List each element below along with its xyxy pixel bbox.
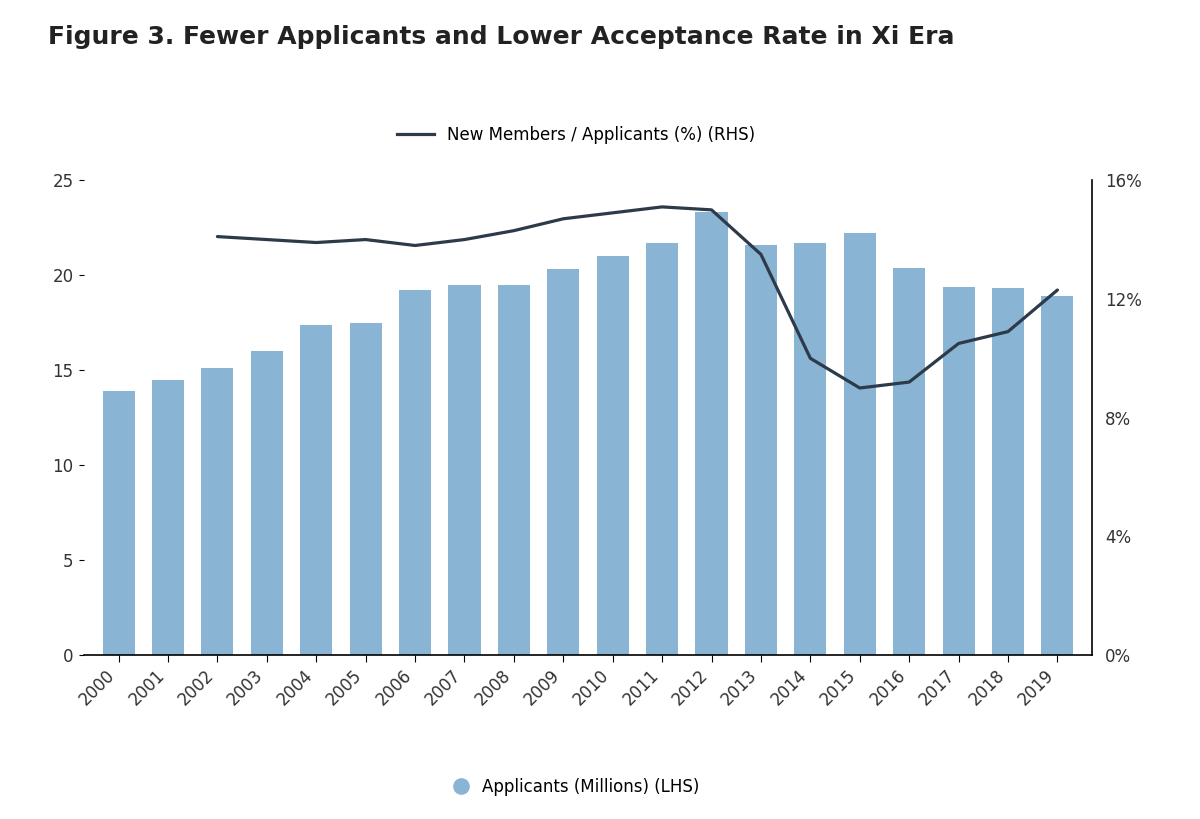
Text: Figure 3. Fewer Applicants and Lower Acceptance Rate in Xi Era: Figure 3. Fewer Applicants and Lower Acc… — [48, 25, 954, 48]
Bar — [102, 391, 134, 655]
Bar — [844, 233, 876, 655]
Bar — [646, 243, 678, 655]
Bar — [942, 287, 974, 655]
Bar — [1042, 296, 1074, 655]
Bar — [794, 243, 827, 655]
Bar — [696, 212, 727, 655]
Bar — [745, 245, 778, 655]
Bar — [596, 256, 629, 655]
Bar — [547, 269, 580, 655]
Legend: Applicants (Millions) (LHS): Applicants (Millions) (LHS) — [445, 771, 707, 803]
Bar — [251, 351, 283, 655]
Bar — [992, 288, 1024, 655]
Bar — [400, 291, 431, 655]
Legend: New Members / Applicants (%) (RHS): New Members / Applicants (%) (RHS) — [390, 119, 762, 150]
Bar — [498, 285, 530, 655]
Bar — [449, 285, 480, 655]
Bar — [349, 323, 382, 655]
Bar — [152, 380, 184, 655]
Bar — [300, 324, 332, 655]
Bar — [202, 369, 234, 655]
Bar — [893, 268, 925, 655]
